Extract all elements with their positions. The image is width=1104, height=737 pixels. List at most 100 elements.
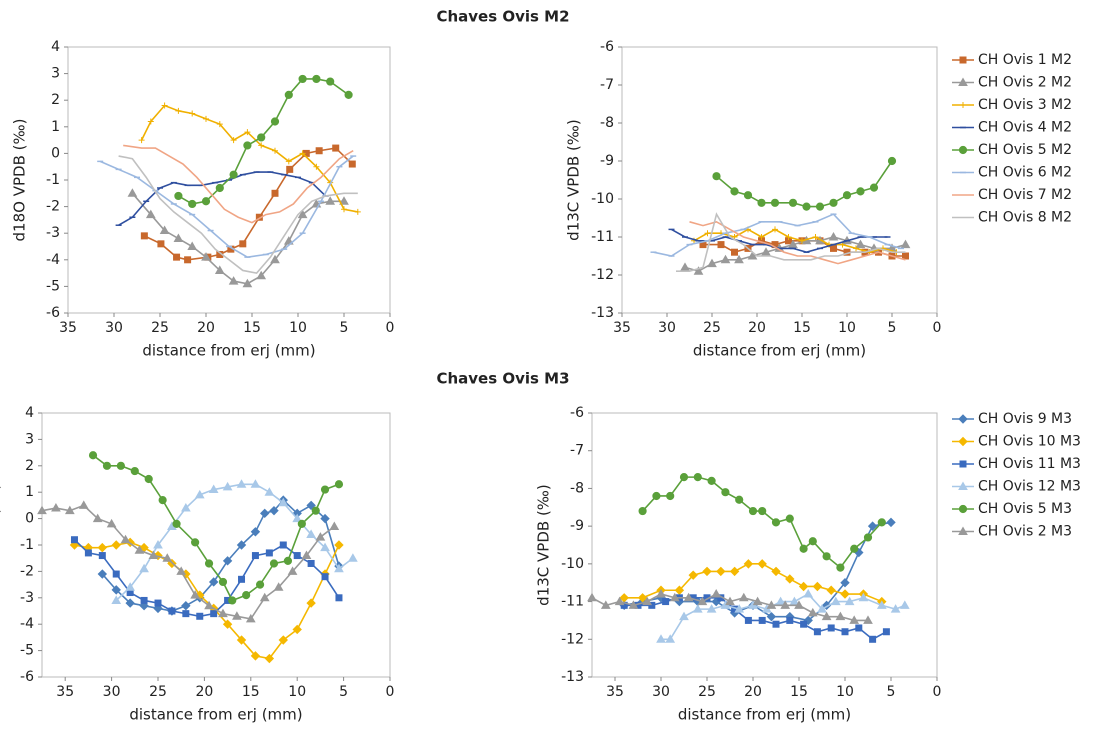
legend-label: CH Ovis 5 M3 [978, 501, 1072, 517]
marker [840, 578, 850, 588]
y-tick-label: -4 [46, 252, 60, 268]
marker [619, 593, 629, 603]
marker [628, 600, 639, 609]
x-tick-label: 35 [56, 684, 74, 700]
y-tick-label: 4 [51, 39, 60, 55]
y-tick-label: -6 [46, 305, 60, 321]
section-title: Chaves Ovis M3 [436, 370, 569, 388]
marker [354, 208, 361, 215]
marker [780, 600, 791, 609]
marker [758, 234, 765, 240]
marker [251, 552, 259, 560]
legend-item: CH Ovis 6 M2 [952, 165, 1072, 181]
marker [334, 563, 344, 573]
series [69, 537, 344, 664]
marker [771, 518, 781, 527]
series [127, 188, 349, 288]
marker [139, 563, 149, 573]
series [37, 500, 340, 623]
legend-marker [958, 504, 968, 514]
marker [729, 566, 740, 577]
marker [770, 198, 780, 207]
marker [287, 566, 298, 575]
marker [798, 581, 809, 592]
legend-label: CH Ovis 8 M2 [978, 210, 1072, 226]
y-axis-label: d13C VPDB (‰) [565, 119, 583, 241]
marker [228, 276, 239, 285]
marker [201, 197, 211, 206]
marker [652, 491, 661, 501]
y-tick-label: 1 [25, 484, 34, 500]
marker [112, 570, 120, 578]
series [123, 144, 354, 224]
legend-label: CH Ovis 1 M2 [978, 52, 1072, 68]
marker [127, 188, 138, 197]
legend-item: CH Ovis 5 M2 [952, 142, 1072, 158]
marker [748, 506, 758, 516]
x-tick-label: 25 [151, 320, 169, 336]
marker [269, 505, 279, 516]
marker [734, 604, 745, 613]
marker [827, 624, 835, 632]
marker [271, 189, 279, 197]
y-tick-label: -12 [591, 267, 614, 283]
marker [134, 545, 145, 554]
series-line [642, 476, 883, 569]
legend-marker [959, 460, 967, 468]
x-tick-label: 25 [149, 684, 167, 700]
legend-label: CH Ovis 3 M2 [978, 97, 1072, 113]
marker [841, 628, 849, 636]
marker [229, 170, 238, 179]
marker [680, 262, 690, 271]
marker [181, 601, 191, 611]
marker [707, 258, 717, 268]
y-tick-label: -8 [600, 115, 614, 131]
series [676, 212, 906, 272]
series [650, 213, 904, 257]
marker [813, 628, 821, 636]
marker [106, 518, 117, 528]
marker [222, 556, 233, 566]
y-tick-label: 3 [51, 66, 60, 82]
marker [306, 598, 316, 608]
marker [320, 485, 330, 494]
x-tick-label: 15 [790, 684, 808, 700]
x-tick-label: 25 [703, 320, 721, 336]
marker [721, 488, 730, 497]
marker [313, 163, 320, 170]
plot-frame [621, 46, 938, 314]
marker [693, 473, 702, 482]
marker [785, 234, 792, 240]
y-tick-label: -4 [20, 616, 34, 632]
marker [222, 481, 233, 491]
marker [799, 544, 808, 553]
marker [821, 611, 832, 621]
legend-item: CH Ovis 2 M2 [952, 75, 1072, 91]
marker [320, 513, 330, 524]
marker [587, 592, 597, 602]
marker [270, 117, 280, 126]
marker [772, 226, 778, 233]
marker [858, 592, 869, 602]
marker [828, 231, 839, 241]
legend-label: CH Ovis 5 M2 [978, 142, 1072, 158]
marker [242, 591, 251, 600]
series-line [123, 144, 354, 224]
marker [835, 611, 846, 621]
x-tick-label: 20 [195, 684, 213, 700]
series [691, 226, 900, 256]
x-tick-label: 5 [888, 320, 897, 336]
marker [315, 147, 323, 155]
marker [853, 245, 859, 252]
marker [830, 596, 841, 606]
series [140, 144, 356, 264]
marker [173, 233, 184, 243]
marker [706, 604, 717, 613]
marker [311, 506, 320, 515]
marker [175, 107, 182, 114]
marker [829, 198, 838, 207]
y-axis-label: d13C VPDB (‰) [535, 484, 553, 606]
y-tick-label: -10 [591, 191, 614, 207]
marker [168, 607, 176, 615]
marker [836, 563, 845, 572]
